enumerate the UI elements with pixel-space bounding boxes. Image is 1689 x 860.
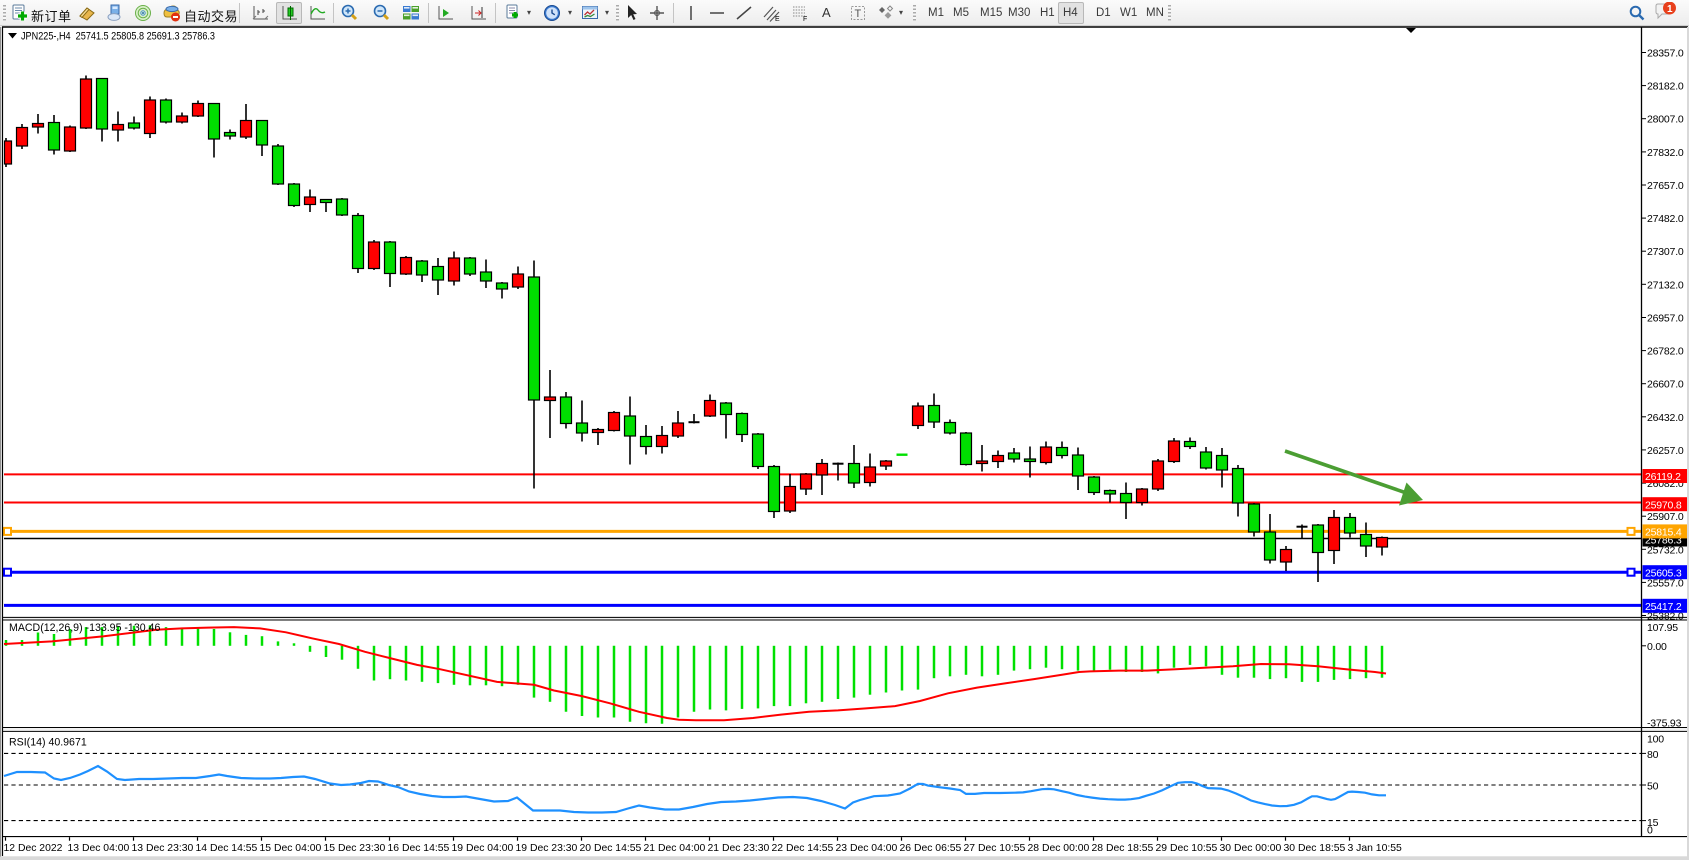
svg-text:100: 100 (1647, 734, 1664, 746)
svg-text:27307.0: 27307.0 (1647, 246, 1684, 258)
svg-text:19 Dec 23:30: 19 Dec 23:30 (516, 843, 578, 854)
svg-text:1: 1 (1667, 4, 1673, 15)
svg-text:25907.0: 25907.0 (1647, 511, 1684, 523)
svg-text:28357.0: 28357.0 (1647, 48, 1684, 60)
svg-text:14 Dec 14:55: 14 Dec 14:55 (196, 843, 258, 854)
svg-text:25382.0: 25382.0 (1647, 611, 1684, 623)
svg-text:26119.2: 26119.2 (1645, 471, 1681, 483)
svg-text:12 Dec 2022: 12 Dec 2022 (4, 843, 63, 854)
svg-text:27132.0: 27132.0 (1647, 279, 1684, 291)
svg-text:30 Dec 00:00: 30 Dec 00:00 (1220, 843, 1282, 854)
svg-text:107.95: 107.95 (1647, 622, 1678, 634)
svg-text:25557.0: 25557.0 (1647, 577, 1684, 589)
svg-text:30 Dec 18:55: 30 Dec 18:55 (1284, 843, 1346, 854)
svg-text:28 Dec 00:00: 28 Dec 00:00 (1028, 843, 1090, 854)
svg-text:26957.0: 26957.0 (1647, 313, 1684, 325)
svg-text:E: E (775, 16, 780, 22)
svg-text:13 Dec 04:00: 13 Dec 04:00 (68, 843, 130, 854)
svg-text:13 Dec 23:30: 13 Dec 23:30 (132, 843, 194, 854)
svg-text:MACD(12,26,9) -133.95 -130.46: MACD(12,26,9) -133.95 -130.46 (9, 622, 160, 634)
svg-text:15: 15 (1647, 817, 1659, 829)
svg-text:0: 0 (1647, 825, 1653, 837)
svg-text:19 Dec 04:00: 19 Dec 04:00 (452, 843, 514, 854)
svg-text:-375.93: -375.93 (1647, 717, 1682, 729)
svg-text:28 Dec 18:55: 28 Dec 18:55 (1092, 843, 1154, 854)
svg-text:27832.0: 27832.0 (1647, 147, 1684, 159)
svg-text:27482.0: 27482.0 (1647, 213, 1684, 225)
svg-text:23 Dec 04:00: 23 Dec 04:00 (836, 843, 898, 854)
svg-text:15 Dec 23:30: 15 Dec 23:30 (324, 843, 386, 854)
svg-text:29 Dec 10:55: 29 Dec 10:55 (1156, 843, 1218, 854)
svg-text:21 Dec 04:00: 21 Dec 04:00 (644, 843, 706, 854)
svg-text:16 Dec 14:55: 16 Dec 14:55 (388, 843, 450, 854)
svg-text:26 Dec 06:55: 26 Dec 06:55 (900, 843, 962, 854)
svg-text:20 Dec 14:55: 20 Dec 14:55 (580, 843, 642, 854)
svg-text:25417.2: 25417.2 (1645, 601, 1682, 613)
svg-text:27 Dec 10:55: 27 Dec 10:55 (964, 843, 1026, 854)
svg-text:RSI(14) 40.9671: RSI(14) 40.9671 (9, 737, 87, 749)
svg-text:25605.3: 25605.3 (1645, 567, 1682, 579)
svg-text:3 Jan 10:55: 3 Jan 10:55 (1348, 843, 1403, 854)
svg-text:50: 50 (1647, 781, 1659, 793)
svg-text:28182.0: 28182.0 (1647, 81, 1684, 93)
svg-text:26257.0: 26257.0 (1647, 445, 1684, 457)
svg-text:26432.0: 26432.0 (1647, 412, 1684, 424)
svg-text:F: F (803, 16, 807, 22)
svg-text:15 Dec 04:00: 15 Dec 04:00 (260, 843, 322, 854)
svg-text:JPN225-,H4 25741.5 25805.8 25: JPN225-,H4 25741.5 25805.8 25691.3 25786… (21, 31, 215, 43)
svg-text:26607.0: 26607.0 (1647, 379, 1684, 391)
svg-text:26782.0: 26782.0 (1647, 346, 1684, 358)
svg-text:22 Dec 14:55: 22 Dec 14:55 (772, 843, 834, 854)
svg-text:T: T (855, 8, 862, 20)
svg-text:0.00: 0.00 (1647, 641, 1667, 653)
svg-text:27657.0: 27657.0 (1647, 180, 1684, 192)
svg-text:25970.8: 25970.8 (1645, 499, 1682, 511)
svg-text:28007.0: 28007.0 (1647, 114, 1684, 126)
svg-text:25732.0: 25732.0 (1647, 544, 1684, 556)
svg-text:21 Dec 23:30: 21 Dec 23:30 (708, 843, 770, 854)
svg-text:80: 80 (1647, 749, 1659, 761)
svg-text:25815.4: 25815.4 (1645, 527, 1682, 539)
